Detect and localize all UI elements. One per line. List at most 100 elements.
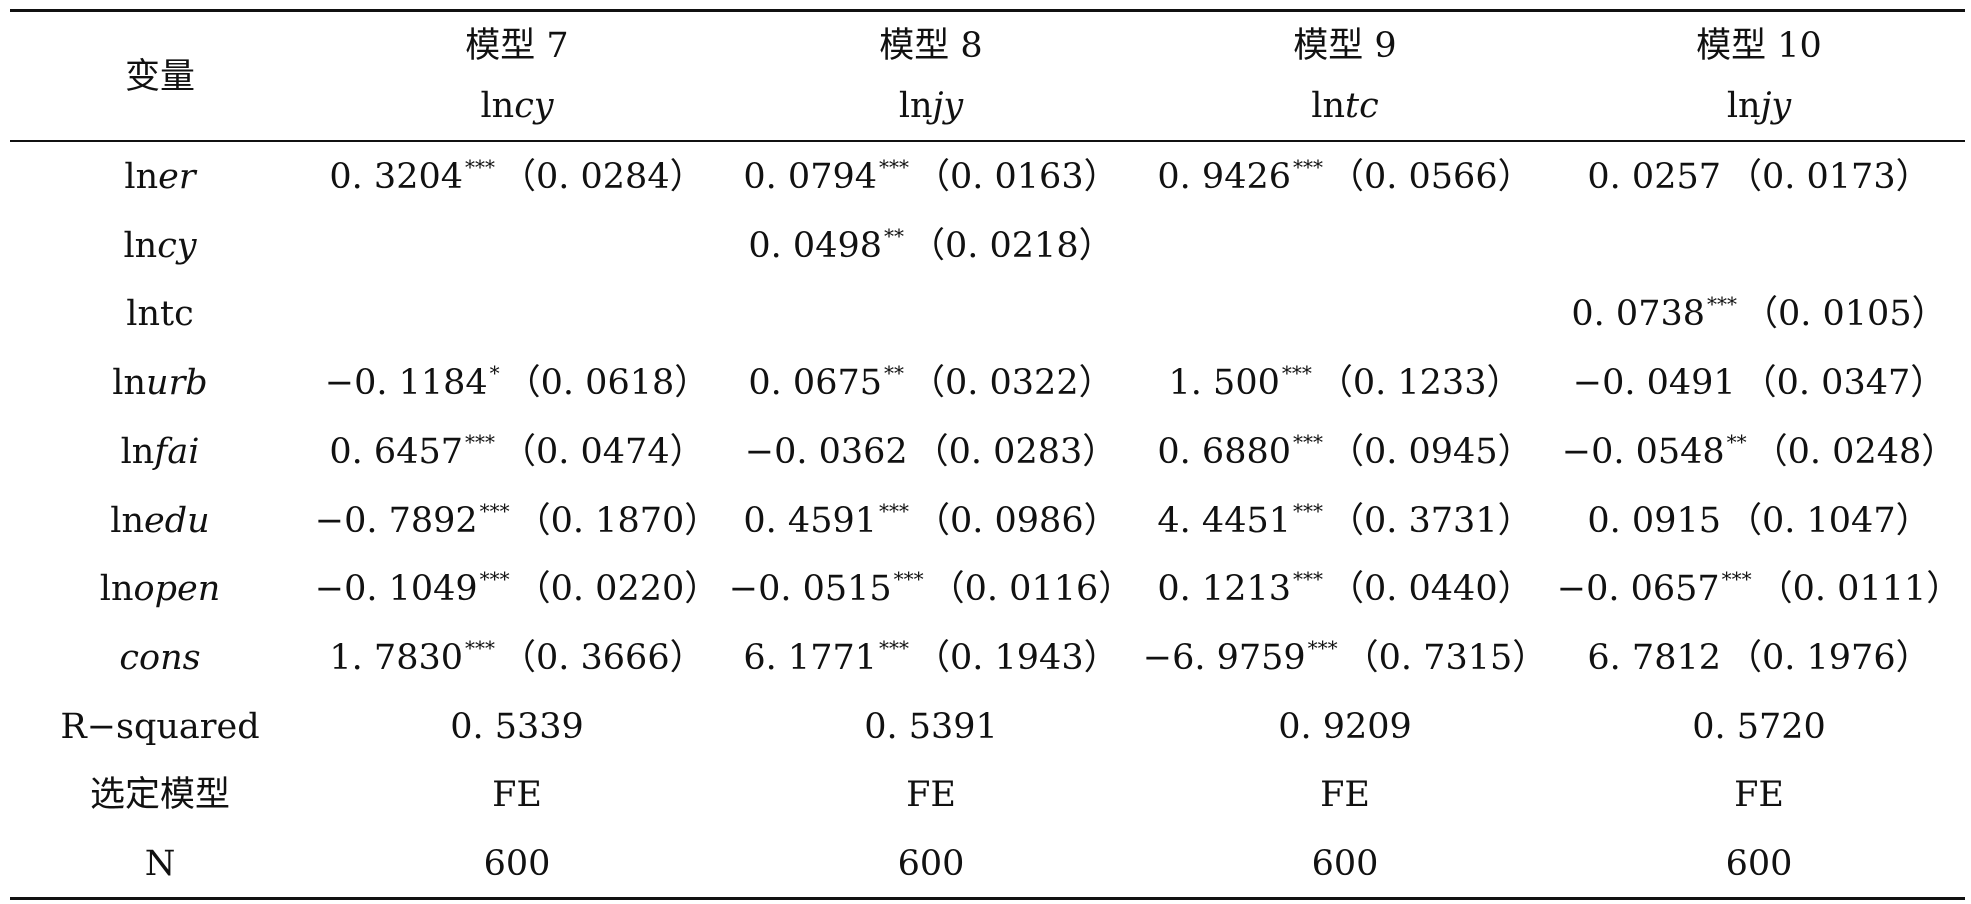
coefficient: 0. 0675 [748,363,882,403]
coefficient: 0. 4591 [743,501,877,541]
coefficient: −0. 0515 [728,569,892,609]
standard-error: （0. 0218） [910,226,1114,266]
row-label-prefix: ln [112,363,147,403]
table-cell: 6. 7812 （0. 1976） [1587,638,1930,678]
standard-error: （0. 1943） [915,638,1119,678]
coefficient: 0. 0794 [743,157,877,197]
row-label-variable: urb [146,363,208,403]
significance-stars: *** [1293,499,1323,523]
significance-stars: *** [879,155,909,179]
significance-stars: *** [1293,567,1323,591]
table-cell: −0. 1049 *** （0. 0220） [315,569,720,609]
table-cell: −0. 0515 *** （0. 0116） [729,569,1134,609]
significance-stars: *** [1707,292,1737,316]
significance-stars: *** [1307,636,1338,660]
standard-error: （0. 3731） [1329,501,1533,541]
row-label-variable: cons [119,638,201,678]
row-label-variable: open [133,569,221,609]
significance-stars: *** [879,636,909,660]
model-header: 模型 7 [465,26,569,66]
standard-error: （0. 0347） [1741,363,1946,403]
coefficient: −0. 1049 [314,569,478,609]
coefficient: 0. 1213 [1157,569,1291,609]
row-label: N [145,844,176,884]
table-cell: 6. 1771 *** （0. 1943） [743,638,1118,678]
table-cell: 0. 6880 *** （0. 0945） [1157,432,1532,472]
top-rule [10,9,1965,12]
row-label: lnurb [112,363,207,403]
standard-error: （0. 0986） [915,501,1119,541]
dependent-variable-header: lnjy [1726,86,1792,126]
coefficient: −0. 0491 [1572,363,1736,403]
table-cell: 600 [898,844,965,884]
variable-header: 变量 [124,57,196,97]
row-label-prefix: ln [120,432,155,472]
coefficient: 0. 0498 [748,226,882,266]
table-cell: −0. 0657 *** （0. 0111） [1557,569,1962,609]
table-cell: 0. 6457 *** （0. 0474） [329,432,704,472]
row-label: lntc [126,294,193,334]
table-cell: FE [906,775,956,815]
coefficient: 0. 5720 [1692,707,1826,747]
bottom-rule [10,897,1965,900]
coefficient: 6. 1771 [743,638,877,678]
table-cell: −6. 9759 *** （0. 7315） [1143,638,1548,678]
coefficient: −0. 0657 [1556,569,1720,609]
table-cell: −0. 1184 * （0. 0618） [325,363,710,403]
table-cell: 0. 0794 *** （0. 0163） [743,157,1118,197]
row-label-prefix: 选定模型 [89,775,231,815]
row-label: lnedu [110,501,209,541]
coefficient: 0. 9209 [1278,707,1412,747]
row-label: lncy [123,226,196,266]
table-cell: 0. 0738 *** （0. 0105） [1571,294,1946,334]
significance-stars: *** [1293,430,1323,454]
standard-error: （0. 0163） [915,157,1119,197]
table-cell: 600 [484,844,551,884]
table-cell: 0. 5339 [450,707,584,747]
row-label-prefix: ln [124,157,159,197]
significance-stars: *** [1293,155,1323,179]
row-label-prefix: R−squared [60,707,260,747]
table-cell: 0. 0675 ** （0. 0322） [748,363,1113,403]
table-cell: 0. 4591 *** （0. 0986） [743,501,1118,541]
standard-error: （0. 0111） [1757,569,1962,609]
row-label-variable: tc [160,294,194,334]
table-cell: 600 [1312,844,1379,884]
coefficient: 0. 0738 [1571,294,1705,334]
significance-stars: *** [1721,567,1752,591]
coefficient: −0. 0362 [744,432,908,472]
coefficient: −0. 7892 [314,501,478,541]
model-header: 模型 9 [1293,26,1397,66]
significance-stars: ** [884,361,904,385]
table-cell: −0. 0548 ** （0. 0248） [1562,432,1957,472]
standard-error: （0. 0474） [501,432,705,472]
row-label-prefix: N [144,844,176,884]
standard-error: （0. 0105） [1743,294,1947,334]
dependent-variable-header: lncy [480,86,554,126]
standard-error: （0. 0945） [1329,432,1533,472]
table-cell: 0. 3204 *** （0. 0284） [329,157,704,197]
significance-stars: *** [465,155,495,179]
model-header: 模型 10 [1696,26,1822,66]
coefficient: FE [1320,775,1370,815]
significance-stars: *** [479,499,510,523]
coefficient: 1. 7830 [329,638,463,678]
standard-error: （0. 0566） [1329,157,1533,197]
table-cell: 0. 1213 *** （0. 0440） [1157,569,1532,609]
coefficient: FE [1734,775,1784,815]
standard-error: （0. 0220） [515,569,720,609]
standard-error: （0. 0173） [1727,157,1931,197]
row-label-prefix: ln [123,226,158,266]
coefficient: 0. 3204 [329,157,463,197]
significance-stars: *** [1281,361,1312,385]
table-cell: −0. 7892 *** （0. 1870） [315,501,720,541]
coefficient: 0. 5391 [864,707,998,747]
table-cell: 4. 4451 *** （0. 3731） [1157,501,1532,541]
row-label-variable: edu [144,501,210,541]
coefficient: 0. 0257 [1587,157,1721,197]
coefficient: 600 [1311,844,1379,884]
coefficient: FE [906,775,956,815]
table-cell: 0. 0257 （0. 0173） [1587,157,1930,197]
model-header: 模型 8 [879,26,983,66]
row-label-prefix: ln [126,294,161,334]
